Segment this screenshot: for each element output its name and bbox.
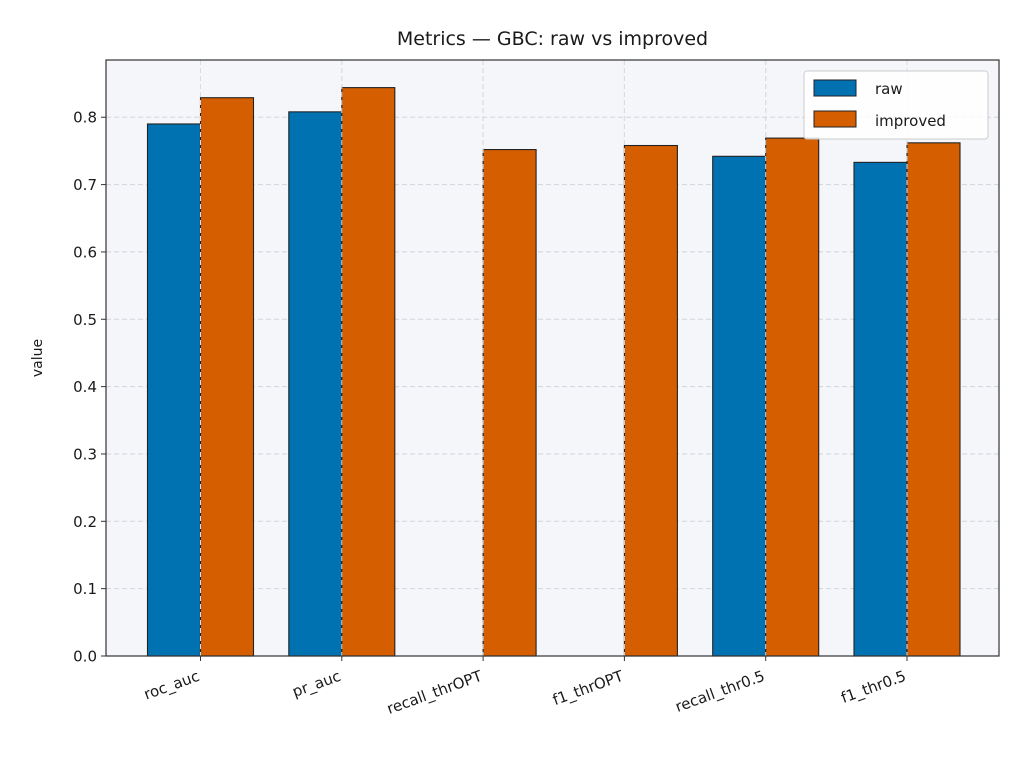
bar-raw-f1_thr0.5 bbox=[853, 161, 908, 657]
x-tick-label: pr_auc bbox=[290, 667, 344, 702]
y-tick-label: 0.3 bbox=[73, 445, 97, 463]
bar-improved-recall_thrOPT bbox=[482, 149, 537, 657]
y-tick-label: 0.6 bbox=[73, 243, 97, 261]
legend-label-improved: improved bbox=[875, 112, 946, 130]
y-tick-label: 0.8 bbox=[73, 109, 97, 127]
chart-title: Metrics — GBC: raw vs improved bbox=[397, 28, 708, 50]
legend-swatch-raw bbox=[813, 79, 857, 97]
x-tick-label: f1_thr0.5 bbox=[839, 667, 909, 708]
bar-improved-recall_thr0.5 bbox=[765, 137, 820, 657]
y-tick-label: 0.2 bbox=[73, 513, 97, 531]
y-axis: 0.0 0.1 0.2 0.3 0.4 0.5 0.6 0.7 0.8 bbox=[73, 109, 106, 666]
legend-label-raw: raw bbox=[875, 80, 903, 98]
bar-raw-pr_auc bbox=[288, 111, 343, 657]
x-tick-label: recall_thr0.5 bbox=[673, 667, 768, 717]
bar-raw-recall_thr0.5 bbox=[712, 155, 767, 657]
x-tick-label: f1_thrOPT bbox=[550, 667, 627, 710]
y-tick-label: 0.7 bbox=[73, 176, 97, 194]
x-tick-label: recall_thrOPT bbox=[384, 667, 485, 719]
y-tick-label: 0.0 bbox=[73, 648, 97, 666]
legend-swatch-improved bbox=[813, 110, 857, 128]
bar-raw-roc_auc bbox=[146, 123, 202, 657]
y-tick-label: 0.4 bbox=[73, 378, 97, 396]
x-tick-label: roc_auc bbox=[141, 667, 202, 705]
y-tick-label: 0.5 bbox=[73, 311, 97, 329]
bars bbox=[146, 60, 961, 657]
y-axis-label: value bbox=[30, 339, 46, 377]
x-axis: roc_auc pr_auc recall_thrOPT f1_thrOPT recal… bbox=[141, 656, 909, 719]
plot-background bbox=[106, 60, 999, 656]
legend: raw improved bbox=[803, 70, 989, 140]
bar-improved-roc_auc bbox=[199, 97, 255, 657]
y-tick-label: 0.1 bbox=[73, 580, 97, 598]
bar-improved-f1_thrOPT bbox=[623, 144, 678, 657]
bar-improved-f1_thr0.5 bbox=[906, 142, 961, 657]
plot-frame bbox=[105, 59, 1000, 657]
bar-improved-pr_auc bbox=[341, 87, 396, 657]
